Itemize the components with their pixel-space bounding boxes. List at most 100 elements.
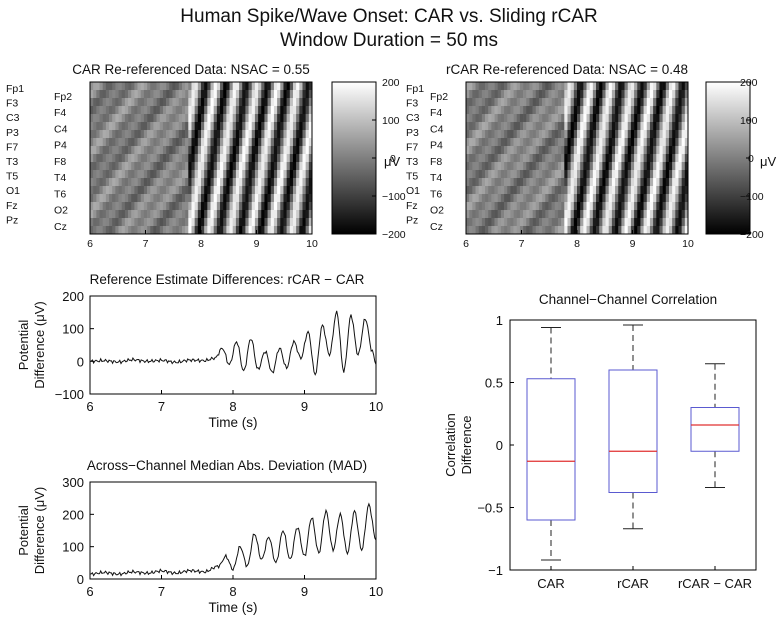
heatmap-cell — [254, 98, 259, 107]
heatmap-cell — [567, 114, 571, 123]
heatmap-cell — [567, 218, 571, 227]
heatmap-cell — [580, 122, 584, 131]
heatmap-cell — [589, 90, 594, 99]
heatmap-cell — [656, 114, 660, 123]
heatmap-cell — [229, 154, 234, 163]
heatmap-cell — [162, 122, 167, 131]
heatmap-cell — [497, 210, 502, 219]
heatmap-cell — [197, 90, 202, 99]
heatmap-cell — [684, 98, 689, 107]
heatmap-cell — [283, 170, 287, 179]
heatmap-cell — [491, 98, 495, 107]
heatmap-cell — [159, 98, 164, 107]
heatmap-cell — [478, 122, 483, 131]
heatmap-cell — [507, 218, 511, 227]
heatmap-cell — [188, 186, 192, 195]
heatmap-cell — [283, 82, 287, 91]
heatmap-cell — [507, 162, 511, 171]
heatmap-cell — [223, 106, 227, 115]
heatmap-cell — [649, 138, 654, 147]
heatmap-cell — [302, 90, 306, 99]
heatmap-cell — [507, 122, 511, 131]
y-axis-label: Difference — [459, 415, 474, 474]
heatmap-cell — [207, 202, 211, 211]
heatmap-cell — [678, 90, 682, 99]
heatmap-cell — [261, 218, 265, 227]
heatmap-cell — [299, 162, 303, 171]
heatmap-cell — [573, 90, 578, 99]
heatmap-cell — [580, 162, 584, 171]
heatmap-cell — [147, 202, 151, 211]
heatmap-cell — [153, 178, 157, 187]
heatmap-cell — [299, 98, 303, 107]
heatmap-cell — [570, 186, 575, 195]
heatmap-cell — [175, 218, 180, 227]
heatmap-cell — [475, 186, 479, 195]
heatmap-cell — [643, 90, 648, 99]
heatmap-cell — [172, 114, 176, 123]
heatmap-cell — [93, 114, 97, 123]
heatmap-cell — [147, 170, 151, 179]
heatmap-cell — [194, 90, 199, 99]
heatmap-cell — [261, 210, 265, 219]
heatmap-cell — [197, 138, 202, 147]
heatmap-cell — [143, 178, 148, 187]
heatmap-cell — [109, 194, 113, 203]
heatmap-cell — [608, 194, 613, 203]
heatmap-cell — [267, 98, 272, 107]
heatmap-cell — [630, 114, 635, 123]
heatmap-cell — [589, 226, 594, 235]
heatmap-cell — [577, 98, 581, 107]
heatmap-cell — [251, 138, 256, 147]
heatmap-cell — [261, 170, 265, 179]
heatmap-cell — [178, 194, 183, 203]
heatmap-cell — [627, 202, 632, 211]
heatmap-cell — [270, 162, 275, 171]
heatmap-cell — [99, 170, 103, 179]
heatmap-cell — [583, 186, 587, 195]
heatmap-cell — [596, 138, 600, 147]
channel-label: T5 — [406, 171, 418, 183]
heatmap-cell — [90, 210, 94, 219]
heatmap-cell — [475, 202, 479, 211]
heatmap-cell — [526, 226, 530, 235]
heatmap-cell — [239, 138, 243, 147]
heatmap-cell — [305, 202, 310, 211]
heatmap-cell — [277, 210, 281, 219]
heatmap-cell — [630, 146, 635, 155]
heatmap-cell — [557, 130, 562, 139]
heatmap-cell — [665, 106, 670, 115]
heatmap-cell — [485, 162, 489, 171]
heatmap-cell — [551, 178, 556, 187]
heatmap-cell — [532, 98, 537, 107]
heatmap-cell — [630, 186, 635, 195]
heatmap-cell — [261, 98, 265, 107]
heatmap-cell — [153, 106, 157, 115]
heatmap-cell — [210, 186, 214, 195]
heatmap-cell — [277, 130, 281, 139]
heatmap-cell — [286, 154, 291, 163]
heatmap-cell — [242, 82, 246, 91]
heatmap-cell — [258, 178, 262, 187]
heatmap-cell — [481, 210, 486, 219]
heatmap-cell — [605, 114, 610, 123]
heatmap-cell — [656, 170, 660, 179]
heatmap-cell — [232, 138, 237, 147]
heatmap-cell — [577, 106, 581, 115]
heatmap-cell — [621, 122, 625, 131]
heatmap-cell — [140, 226, 145, 235]
heatmap-cell — [109, 178, 113, 187]
heatmap-cell — [102, 82, 107, 91]
heatmap-cell — [261, 202, 265, 211]
channel-label: Fp2 — [430, 91, 448, 103]
heatmap-cell — [134, 194, 138, 203]
heatmap-cell — [678, 226, 682, 235]
heatmap-cell — [118, 138, 123, 147]
heatmap-cell — [273, 202, 278, 211]
heatmap-cell — [627, 82, 632, 91]
heatmap-cell — [207, 106, 211, 115]
heatmap-cell — [507, 170, 511, 179]
heatmap-cell — [273, 146, 278, 155]
heatmap-cell — [207, 178, 211, 187]
heatmap-cell — [548, 106, 552, 115]
